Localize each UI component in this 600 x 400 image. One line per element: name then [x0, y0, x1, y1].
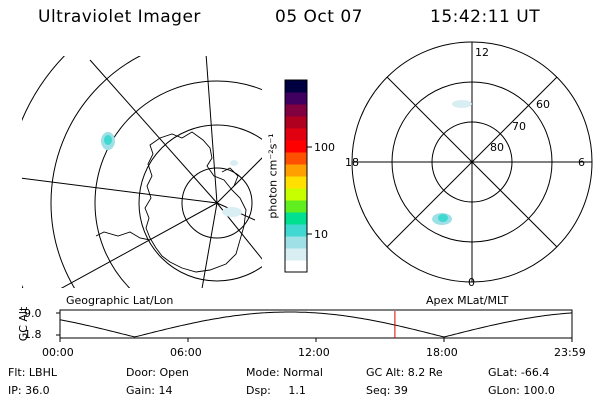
- instrument-title: Ultraviolet Imager: [38, 7, 201, 27]
- colorbar-segment: [285, 164, 307, 177]
- altitude-curve: [59, 311, 573, 338]
- colorbar-segment: [285, 116, 307, 129]
- mlat-label-80: 80: [490, 141, 504, 154]
- lat-circle: [50, 56, 142, 288]
- aurora-map: [101, 132, 242, 217]
- ip-info: IP: 36.0: [8, 384, 50, 397]
- lon-line: [89, 59, 218, 204]
- time-tick-1200: 12:00: [298, 346, 330, 359]
- lon-line: [22, 177, 218, 204]
- geographic-caption: Geographic Lat/Lon: [66, 294, 174, 307]
- color-bar: [285, 80, 307, 273]
- lat-circle: [138, 124, 262, 282]
- colorbar-segment: [285, 152, 307, 165]
- geographic-map: [22, 56, 262, 288]
- time-tick-0000: 00:00: [42, 346, 74, 359]
- antarctic-peninsula: [95, 231, 151, 241]
- lon-line: [216, 157, 262, 204]
- lon-line: [205, 56, 218, 204]
- time-tick-1800: 18:00: [426, 346, 458, 359]
- altitude-ytick-high: 9.0: [24, 307, 42, 320]
- gc-alt-info: GC Alt: 8.2 Re: [366, 366, 443, 379]
- coastline-fragment: [221, 167, 239, 187]
- mode-info: Mode: Normal: [246, 366, 323, 379]
- mlt-label-18: 18: [345, 156, 359, 169]
- gain-info: Gain: 14: [126, 384, 173, 397]
- colorbar-segment: [285, 260, 307, 273]
- colorbar-segment: [285, 212, 307, 225]
- colorbar-tick-10: 10: [314, 228, 328, 241]
- mlat-label-70: 70: [512, 120, 526, 133]
- colorbar-segment: [285, 80, 307, 93]
- mlt-label-6: 6: [578, 156, 585, 169]
- colorbar-segment: [285, 188, 307, 201]
- time-tick-2359: 23:59: [554, 346, 586, 359]
- colorbar-segment: [285, 92, 307, 105]
- aurora-polar: [432, 100, 472, 225]
- polar-plot: [351, 41, 593, 283]
- mlat-label-60: 60: [536, 98, 550, 111]
- lat-circle: [181, 167, 253, 239]
- lat-circle: [94, 80, 262, 288]
- seq-info: Seq: 39: [366, 384, 408, 397]
- mlt-label-12: 12: [475, 46, 489, 59]
- antarctica-coastline: [144, 131, 247, 273]
- glat-info: GLat: -66.4: [488, 366, 550, 379]
- altitude-ytick-low: 1.8: [24, 328, 42, 341]
- dsp-info: Dsp: 1.1: [246, 384, 306, 397]
- filter-info: Flt: LBHL: [8, 366, 57, 379]
- colorbar-segment: [285, 224, 307, 237]
- colorbar-unit-label: photon cm⁻²s⁻¹: [266, 133, 280, 219]
- colorbar-tick-100: 100: [314, 141, 335, 154]
- altitude-plot-frame: [59, 309, 573, 339]
- glon-info: GLon: 100.0: [488, 384, 555, 397]
- date-label: 05 Oct 07: [275, 7, 363, 27]
- colorbar-segment: [285, 236, 307, 249]
- colorbar-segment: [285, 128, 307, 141]
- colorbar-segment: [285, 140, 307, 153]
- lon-line: [60, 202, 218, 288]
- time-tick-0600: 06:00: [170, 346, 202, 359]
- apex-caption: Apex MLat/MLT: [426, 294, 509, 307]
- lon-line: [201, 202, 218, 288]
- door-info: Door: Open: [126, 366, 189, 379]
- time-label: 15:42:11 UT: [430, 7, 541, 27]
- colorbar-segment: [285, 176, 307, 189]
- colorbar-segment: [285, 200, 307, 213]
- colorbar-segment: [285, 248, 307, 261]
- colorbar-segment: [285, 104, 307, 117]
- color-bar-frame: [284, 79, 308, 273]
- mlt-label-0: 0: [468, 276, 475, 289]
